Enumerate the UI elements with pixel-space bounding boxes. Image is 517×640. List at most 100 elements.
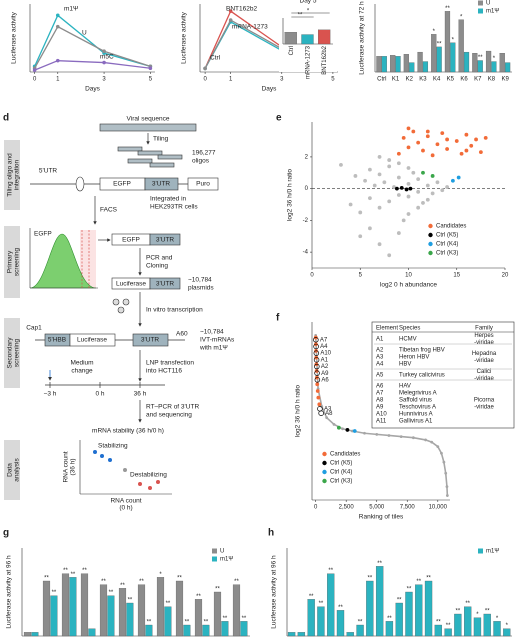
data-point	[425, 129, 430, 134]
stage-label: screening	[14, 339, 21, 368]
data-point	[440, 188, 445, 193]
utr3-box	[132, 333, 169, 347]
significance-label: **	[368, 576, 373, 582]
panel-letter: d	[3, 113, 9, 124]
data-point	[55, 24, 60, 29]
table-cell: Picorna	[474, 398, 495, 404]
bar	[318, 29, 331, 45]
x-tick-label: 2,500	[339, 505, 355, 511]
oligo	[149, 162, 175, 168]
data-point	[444, 471, 448, 475]
data-point	[102, 60, 106, 65]
legend-label: Candidates	[436, 224, 466, 230]
significance-label: **	[109, 590, 114, 596]
bar	[376, 56, 382, 73]
data-point	[401, 218, 406, 223]
legend-label: Ctrl (K3)	[436, 251, 458, 257]
bar	[164, 606, 172, 637]
diagram-text: 3'UTR	[156, 281, 175, 288]
diagram-text: 3'UTR	[156, 237, 175, 244]
significance-label: **	[319, 601, 324, 607]
bar	[156, 577, 165, 637]
example-point	[108, 458, 112, 462]
data-point	[430, 174, 435, 178]
bar	[366, 580, 374, 637]
bar	[477, 60, 483, 73]
bar	[503, 628, 511, 637]
panel-letter: f	[276, 313, 280, 324]
x-tick-label: K8	[488, 77, 496, 83]
x-tick-label: 10,000	[429, 505, 448, 511]
significance-label: **	[139, 579, 144, 585]
stage-label: Data	[7, 463, 14, 477]
example-point	[148, 486, 152, 490]
bar	[422, 61, 429, 73]
example-point	[138, 482, 142, 486]
data-point	[352, 429, 357, 433]
x-axis-label: Ranking of tiles	[359, 514, 404, 521]
legend-swatch	[212, 548, 217, 554]
data-point	[399, 185, 404, 190]
significance-label: *	[476, 612, 479, 618]
data-point	[430, 153, 435, 158]
bar	[126, 602, 134, 637]
bar	[118, 588, 127, 637]
table-cell: A4	[376, 362, 384, 368]
data-point	[32, 68, 37, 72]
data-point	[436, 445, 440, 448]
legend-swatch	[212, 556, 217, 562]
legend-swatch	[428, 241, 433, 247]
bar	[385, 621, 394, 637]
diagram-text: FACS	[100, 207, 118, 214]
table-cell: A9	[376, 405, 384, 411]
diagram-text: EGFP	[34, 231, 52, 238]
bar	[444, 11, 451, 73]
x-tick-label: K9	[501, 77, 509, 83]
annotated-point	[314, 377, 321, 383]
legend-swatch	[428, 232, 433, 238]
table-cell: A6	[376, 384, 384, 390]
data-point	[456, 175, 461, 180]
significance-label: **	[397, 598, 402, 604]
table-cell: A7	[376, 391, 384, 397]
annotated-point	[314, 363, 320, 370]
significance-label: **	[234, 579, 239, 585]
table-cell: -viridae	[474, 340, 494, 346]
x-tick-label: 7,500	[400, 505, 416, 511]
significance-label: **	[63, 568, 68, 574]
x-tick-label: BNT162b2	[322, 45, 328, 74]
legend-label: Ctrl (K5)	[436, 233, 458, 239]
data-point	[406, 145, 411, 150]
oligo	[117, 146, 143, 152]
bar	[415, 584, 423, 637]
diagram-text: Stabilizing	[98, 443, 128, 450]
significance-label: **	[436, 620, 441, 626]
y-axis-label: Luciferase activity	[11, 11, 18, 63]
bar	[458, 19, 464, 73]
data-point	[411, 129, 416, 134]
diagram-text: Cap1	[26, 325, 42, 332]
significance-label: **	[377, 561, 382, 567]
table-cell: A2	[376, 348, 384, 354]
table-cell: Teschovirus A	[399, 405, 436, 411]
oligo	[137, 150, 163, 156]
data-point	[424, 438, 427, 442]
data-point	[363, 178, 367, 183]
diagram-text: 0 h	[95, 391, 104, 398]
viral-sequence-bar	[99, 123, 197, 132]
table-cell: -viridae	[474, 376, 494, 382]
bar	[175, 580, 184, 637]
nucleotide-icon	[122, 298, 130, 306]
y-axis-label: Luciferase activity	[181, 11, 188, 63]
bar	[381, 56, 387, 73]
bar	[483, 613, 491, 637]
y-tick-label: 2	[305, 154, 309, 160]
table-cell: Melegrivirus A	[399, 391, 437, 397]
data-point	[411, 170, 416, 175]
data-point	[148, 66, 153, 71]
data-point	[442, 460, 446, 464]
bar	[99, 584, 108, 637]
data-point	[440, 131, 445, 136]
bar	[61, 573, 70, 637]
oligo	[157, 154, 183, 160]
